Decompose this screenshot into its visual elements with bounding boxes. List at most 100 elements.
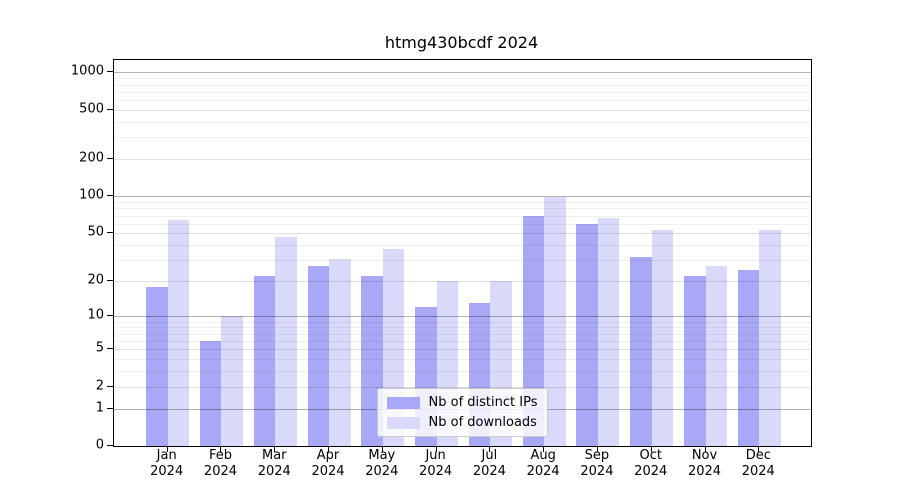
chart-legend: Nb of distinct IPs Nb of downloads <box>376 388 549 437</box>
y-tick-label-100: 100 <box>79 187 104 203</box>
x-tick-label-jan: Jan 2024 <box>150 448 184 479</box>
gridline-y-3 <box>114 371 811 373</box>
x-tick-label-mar: Mar 2024 <box>257 448 291 479</box>
y-tick-label-50: 50 <box>87 224 104 240</box>
y-tick-label-2: 2 <box>95 378 104 394</box>
bar-downloads-aug <box>544 196 566 446</box>
bar-downloads-jan <box>167 219 190 446</box>
y-tick-mark <box>107 71 113 73</box>
bar-distinct-ips-mar <box>253 276 276 446</box>
gridline-y-60 <box>114 223 811 225</box>
y-tick-label-5: 5 <box>95 340 104 356</box>
bar-downloads-mar <box>275 236 297 446</box>
gridline-y-30 <box>114 260 811 262</box>
gridline-y-20 <box>114 281 811 283</box>
y-tick-mark <box>107 195 113 197</box>
x-tick-mark <box>489 446 491 452</box>
bar-distinct-ips-feb <box>199 340 222 446</box>
y-tick-mark <box>107 385 113 387</box>
gridline-y-200 <box>114 159 811 161</box>
gridline-y-6 <box>114 340 811 342</box>
bar-distinct-ips-oct <box>630 256 652 446</box>
x-tick-mark <box>650 446 652 452</box>
x-tick-mark <box>381 446 383 452</box>
x-tick-label-apr: Apr 2024 <box>311 448 345 479</box>
bar-distinct-ips-nov <box>684 276 706 446</box>
y-tick-label-1000: 1000 <box>70 63 104 79</box>
bar-distinct-ips-dec <box>737 269 760 446</box>
gridline-y-800 <box>114 84 811 86</box>
x-tick-mark <box>435 446 437 452</box>
x-tick-label-feb: Feb 2024 <box>203 448 238 479</box>
y-tick-label-1: 1 <box>95 400 104 416</box>
gridline-y-70 <box>114 215 811 217</box>
x-tick-mark <box>704 446 706 452</box>
x-tick-mark <box>543 446 545 452</box>
y-tick-mark <box>107 407 113 409</box>
plot-area: Nb of distinct IPs Nb of downloads <box>113 59 812 447</box>
x-tick-mark <box>596 446 598 452</box>
bar-downloads-apr <box>329 258 351 446</box>
legend-entry-distinct-ips: Nb of distinct IPs <box>386 395 538 410</box>
y-tick-label-0: 0 <box>95 437 104 453</box>
legend-label-distinct-ips: Nb of distinct IPs <box>428 395 538 410</box>
x-tick-label-sep: Sep 2024 <box>580 448 614 479</box>
y-tick-mark <box>107 315 113 317</box>
gridline-y-400 <box>114 121 811 123</box>
x-tick-mark <box>220 446 222 452</box>
legend-entry-downloads: Nb of downloads <box>386 415 538 430</box>
legend-swatch-distinct-ips <box>386 396 420 409</box>
gridline-y-40 <box>114 245 811 247</box>
bar-distinct-ips-apr <box>307 265 330 446</box>
gridline-y-5 <box>114 349 811 351</box>
bar-downloads-oct <box>651 230 674 446</box>
gridline-y-700 <box>114 91 811 93</box>
y-tick-mark <box>107 445 113 446</box>
chart-title: htmg430bcdf 2024 <box>384 33 539 52</box>
y-tick-label-200: 200 <box>79 150 104 166</box>
x-tick-mark <box>166 446 168 452</box>
gridline-y-300 <box>114 137 811 139</box>
gridline-y-900 <box>114 78 811 80</box>
legend-label-downloads: Nb of downloads <box>428 415 537 430</box>
y-tick-mark <box>107 158 113 160</box>
x-tick-label-nov: Nov 2024 <box>687 448 722 479</box>
x-tick-mark <box>328 446 330 452</box>
gridline-y-600 <box>114 100 811 102</box>
y-tick-label-500: 500 <box>79 101 104 117</box>
gridline-y-100 <box>114 196 811 198</box>
y-tick-mark <box>107 108 113 110</box>
gridline-y-90 <box>114 202 811 204</box>
gridline-y-80 <box>114 208 811 210</box>
gridline-y-9 <box>114 321 811 323</box>
bar-downloads-sep <box>597 217 620 446</box>
gridline-y-8 <box>114 327 811 329</box>
y-tick-mark <box>107 280 113 282</box>
bar-distinct-ips-sep <box>576 223 598 446</box>
bar-downloads-nov <box>705 265 727 446</box>
x-tick-label-jul: Jul 2024 <box>472 448 506 479</box>
x-tick-label-may: May 2024 <box>365 448 399 479</box>
y-tick-mark <box>107 348 113 350</box>
gridline-y-1000 <box>114 72 811 74</box>
gridline-y-50 <box>114 233 811 235</box>
gridline-y-2 <box>114 386 811 388</box>
legend-swatch-downloads <box>386 416 420 429</box>
x-tick-mark <box>274 446 276 452</box>
x-tick-mark <box>758 446 760 452</box>
gridline-y-10 <box>114 316 811 318</box>
x-tick-label-aug: Aug 2024 <box>526 448 560 479</box>
y-tick-mark <box>107 232 113 234</box>
bar-downloads-dec <box>759 230 781 446</box>
y-tick-label-20: 20 <box>87 272 104 288</box>
x-tick-label-oct: Oct 2024 <box>634 448 668 479</box>
x-tick-label-jun: Jun 2024 <box>419 448 453 479</box>
x-tick-label-dec: Dec 2024 <box>741 448 775 479</box>
bar-downloads-feb <box>221 316 243 446</box>
y-tick-label-10: 10 <box>87 307 104 323</box>
bar-distinct-ips-jan <box>146 286 168 446</box>
gridline-y-7 <box>114 333 811 335</box>
gridline-y-4 <box>114 358 811 360</box>
gridline-y-500 <box>114 109 811 111</box>
